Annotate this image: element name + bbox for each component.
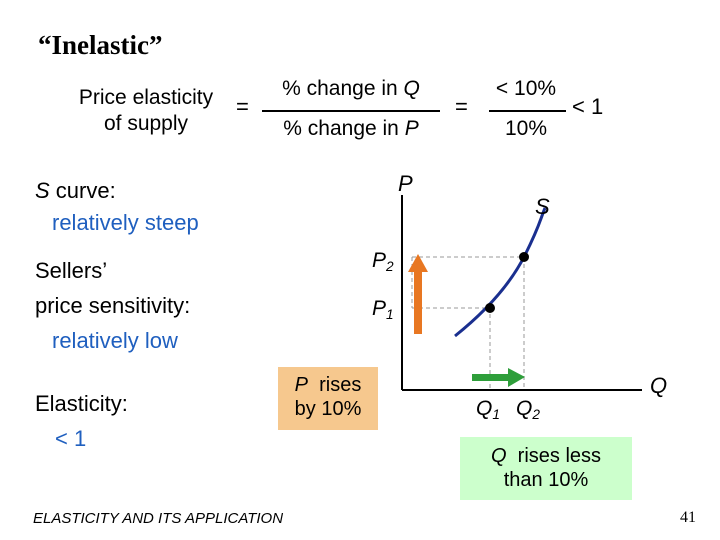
text: of supply bbox=[103, 112, 189, 135]
text: rises bbox=[308, 374, 362, 396]
note: price sensitivity: bbox=[35, 293, 191, 318]
text: by 10% bbox=[294, 398, 362, 420]
price-label: P2 bbox=[372, 250, 394, 274]
point bbox=[485, 303, 495, 313]
quantity-label: Q1 bbox=[476, 398, 500, 422]
result: < 1 bbox=[572, 94, 604, 119]
fraction-bar bbox=[489, 110, 566, 112]
curve-label: S bbox=[535, 194, 550, 219]
note-value: relatively steep bbox=[52, 210, 199, 235]
title: “Inelastic” bbox=[38, 30, 163, 60]
denominator: % change in P bbox=[262, 118, 440, 139]
quantity-label: Q2 bbox=[516, 398, 540, 422]
text: P bbox=[372, 249, 387, 272]
footer: ELASTICITY AND ITS APPLICATION bbox=[33, 510, 284, 527]
text: curve: bbox=[49, 178, 116, 203]
arrow-head bbox=[408, 254, 428, 272]
subscript: 1 bbox=[492, 407, 500, 423]
subscript: 2 bbox=[532, 407, 540, 423]
ratio-numerator: < 10% bbox=[495, 77, 557, 100]
note: Sellers’ bbox=[35, 258, 108, 283]
ratio-denominator: 10% bbox=[504, 117, 548, 140]
arrow bbox=[414, 270, 422, 334]
equals: = bbox=[455, 94, 468, 119]
price-label: P1 bbox=[372, 298, 394, 322]
text: Price elasticity bbox=[78, 86, 214, 109]
note: S curve: bbox=[35, 180, 116, 202]
note: Elasticity: bbox=[35, 391, 128, 416]
arrow bbox=[472, 374, 510, 381]
note-value: relatively low bbox=[52, 328, 178, 353]
text: than 10% bbox=[503, 469, 589, 491]
text: rises less bbox=[506, 445, 602, 467]
subscript: 1 bbox=[386, 307, 394, 323]
text: % change in bbox=[283, 117, 405, 140]
equals: = bbox=[236, 94, 249, 119]
variable: P bbox=[294, 374, 308, 396]
text: Q bbox=[476, 397, 493, 420]
callout: P rises by 10% bbox=[278, 367, 378, 430]
variable: Q bbox=[490, 445, 507, 467]
formula-lhs: Price elasticity of supply bbox=[60, 85, 232, 137]
callout: Q rises less than 10% bbox=[460, 437, 632, 500]
note-value: < 1 bbox=[55, 426, 87, 451]
text: Q bbox=[516, 397, 533, 420]
fraction-bar bbox=[262, 110, 440, 112]
axis-label: Q bbox=[650, 373, 668, 398]
axis-label: P bbox=[398, 171, 413, 196]
variable: Q bbox=[403, 77, 420, 100]
variable: P bbox=[404, 117, 419, 140]
subscript: 2 bbox=[386, 259, 394, 275]
point bbox=[519, 252, 529, 262]
page-number: 41 bbox=[680, 509, 696, 526]
text: % change in bbox=[282, 77, 404, 100]
supply-curve bbox=[454, 207, 547, 338]
numerator: % change in Q bbox=[262, 78, 440, 99]
variable: S bbox=[35, 178, 50, 203]
text: P bbox=[372, 297, 387, 320]
arrow-head bbox=[508, 368, 525, 387]
